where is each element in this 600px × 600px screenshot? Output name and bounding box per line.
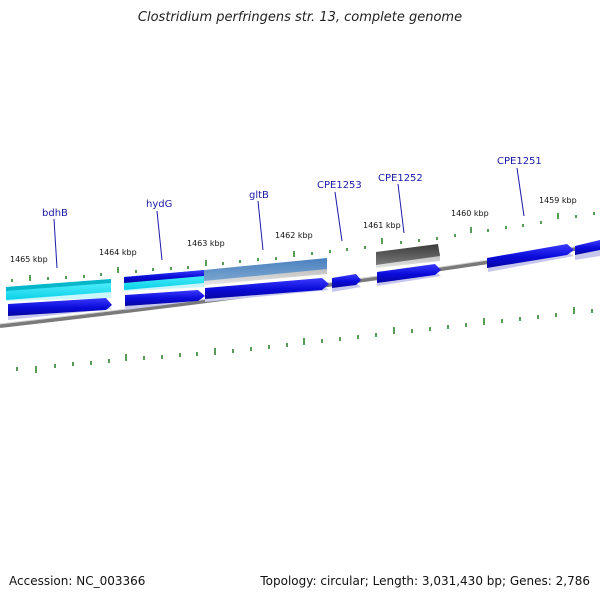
tick-label-1459: 1459 kbp xyxy=(539,196,577,205)
genome-summary-text: Topology: circular; Length: 3,031,430 bp… xyxy=(260,574,590,588)
gene-cpe1251 xyxy=(487,244,574,268)
gene-label-bdhb: bdhB xyxy=(42,208,68,219)
tick-label-1463: 1463 kbp xyxy=(187,239,225,248)
gene-leader-lines xyxy=(53,167,525,269)
gene-offscreen-right xyxy=(575,240,600,255)
tick-label-1465: 1465 kbp xyxy=(10,255,48,264)
gene-bdhb xyxy=(8,298,112,316)
upper-gene-row xyxy=(6,244,440,301)
gene-hydg xyxy=(125,290,205,306)
gene-gltb xyxy=(205,278,329,299)
map-title: Clostridium perfringens str. 13, complet… xyxy=(137,10,463,25)
gene-cpe1252 xyxy=(377,264,441,283)
gene-label-gltb: gltB xyxy=(249,190,269,201)
tick-label-1461: 1461 kbp xyxy=(363,221,401,230)
tick-label-1464: 1464 kbp xyxy=(99,248,137,257)
upper-tick-row xyxy=(11,212,595,282)
gene-label-cpe1253: CPE1253 xyxy=(317,180,362,191)
gene-label-cpe1251: CPE1251 xyxy=(497,156,542,167)
gene-bdhb-upper-edge xyxy=(6,279,111,291)
gene-cpe1253 xyxy=(332,274,361,288)
gene-cpe1252-upper xyxy=(376,244,440,265)
tick-label-1460: 1460 kbp xyxy=(451,209,489,218)
lower-gene-row xyxy=(8,240,600,320)
lower-tick-row xyxy=(16,307,593,373)
gene-label-cpe1252: CPE1252 xyxy=(378,173,423,184)
gene-hydg-upper-top xyxy=(124,270,204,283)
gene-gltb-upper xyxy=(204,258,327,281)
tick-label-1462: 1462 kbp xyxy=(275,231,313,240)
gene-label-hydg: hydG xyxy=(146,199,172,210)
accession-text: Accession: NC_003366 xyxy=(9,574,146,588)
